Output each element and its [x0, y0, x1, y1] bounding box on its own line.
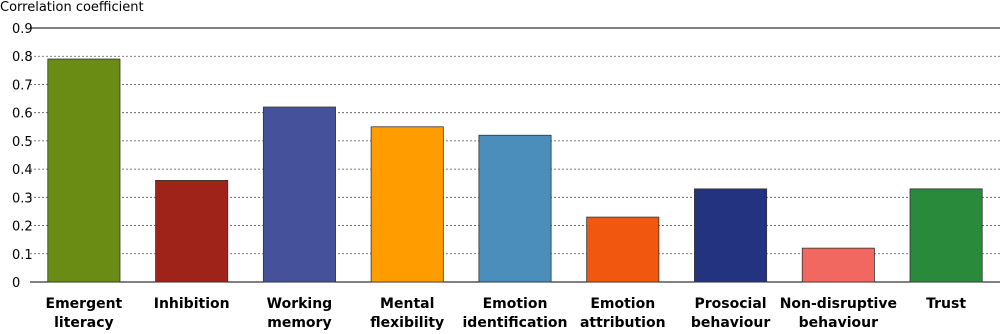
- y-tick-label: 0.3: [12, 191, 33, 206]
- y-axis-label: Correlation coefficient: [0, 0, 144, 15]
- x-tick-label: Non-disruptive behaviour: [780, 296, 897, 330]
- x-tick-label: Emergent literacy: [46, 296, 123, 330]
- x-tick-label: Prosocial behaviour: [691, 296, 770, 330]
- y-tick-label: 0.1: [12, 248, 33, 263]
- x-tick-label: Mental flexibility: [370, 296, 444, 330]
- y-tick-label: 0.6: [12, 107, 33, 122]
- y-tick-label: 0: [12, 276, 20, 291]
- bar: [262, 106, 336, 283]
- bar: [155, 179, 229, 283]
- y-tick-label: 0.4: [12, 163, 33, 178]
- bar: [801, 247, 875, 283]
- bar: [694, 188, 768, 283]
- y-tick-label: 0.8: [12, 50, 33, 65]
- y-tick-label: 0.2: [12, 220, 33, 235]
- x-tick-label: Emotion identification: [463, 296, 568, 330]
- y-tick-label: 0.9: [12, 22, 33, 37]
- x-tick-label: Emotion attribution: [580, 296, 666, 330]
- x-tick-label: Inhibition: [154, 296, 230, 312]
- bar: [586, 216, 660, 283]
- y-tick-label: 0.5: [12, 135, 33, 150]
- bar: [370, 126, 444, 283]
- bar: [909, 188, 983, 283]
- x-tick-label: Working memory: [267, 296, 333, 330]
- x-tick-label: Trust: [926, 296, 966, 312]
- bar: [478, 134, 552, 283]
- y-tick-label: 0.7: [12, 78, 33, 93]
- bar: [47, 58, 121, 283]
